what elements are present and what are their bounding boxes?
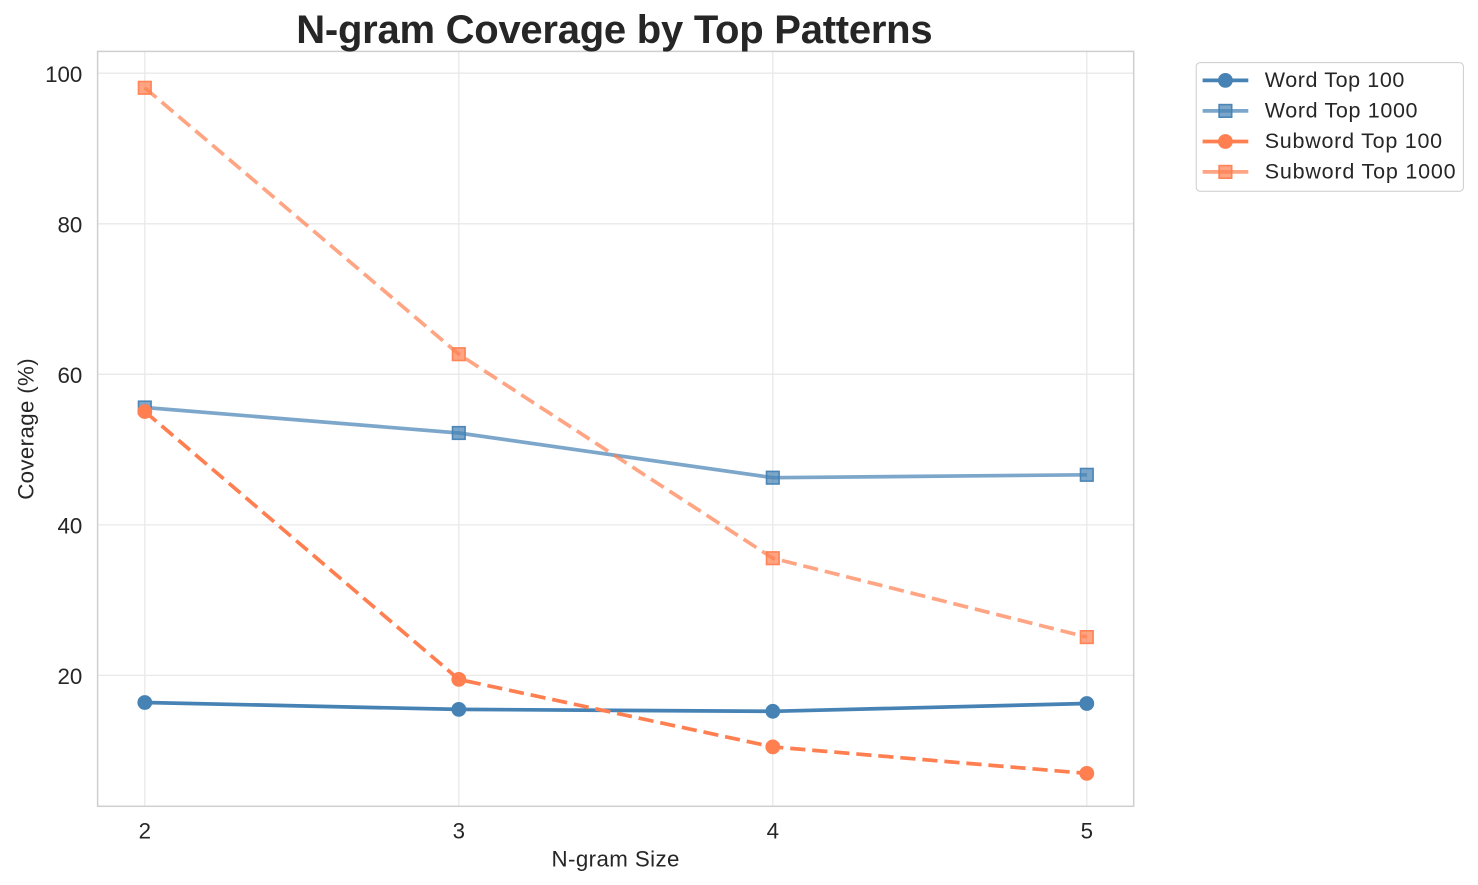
svg-text:Word Top 1000: Word Top 1000	[1265, 99, 1418, 123]
svg-text:40: 40	[57, 514, 82, 539]
svg-text:Coverage (%): Coverage (%)	[14, 358, 39, 500]
svg-text:100: 100	[45, 62, 82, 87]
svg-text:N-gram Coverage by Top Pattern: N-gram Coverage by Top Patterns	[296, 8, 932, 52]
svg-text:Subword Top 1000: Subword Top 1000	[1265, 160, 1457, 184]
svg-text:3: 3	[453, 818, 465, 843]
svg-text:Subword Top 100: Subword Top 100	[1265, 129, 1443, 153]
svg-text:5: 5	[1081, 818, 1093, 843]
svg-text:4: 4	[767, 818, 779, 843]
svg-text:80: 80	[57, 213, 82, 238]
svg-text:60: 60	[57, 363, 82, 388]
svg-text:20: 20	[57, 664, 82, 689]
svg-text:2: 2	[139, 818, 151, 843]
svg-text:Word Top 100: Word Top 100	[1265, 68, 1405, 92]
svg-text:N-gram Size: N-gram Size	[552, 846, 680, 871]
